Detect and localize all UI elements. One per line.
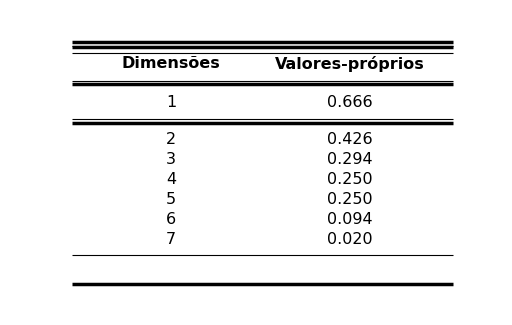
Text: 0.250: 0.250 <box>327 192 373 207</box>
Text: 0.426: 0.426 <box>327 132 373 147</box>
Text: 6: 6 <box>166 213 176 228</box>
Text: Valores-próprios: Valores-próprios <box>275 56 424 72</box>
Text: 0.250: 0.250 <box>327 172 373 188</box>
Text: 0.020: 0.020 <box>327 232 373 247</box>
Text: 1: 1 <box>166 95 176 110</box>
Text: 4: 4 <box>166 172 176 188</box>
Text: 7: 7 <box>166 232 176 247</box>
Text: 2: 2 <box>166 132 176 147</box>
Text: 0.294: 0.294 <box>327 152 373 167</box>
Text: 0.094: 0.094 <box>327 213 373 228</box>
Text: 5: 5 <box>166 192 176 207</box>
Text: 0.666: 0.666 <box>327 95 373 110</box>
Text: 3: 3 <box>166 152 176 167</box>
Text: Dimensões: Dimensões <box>122 56 221 71</box>
